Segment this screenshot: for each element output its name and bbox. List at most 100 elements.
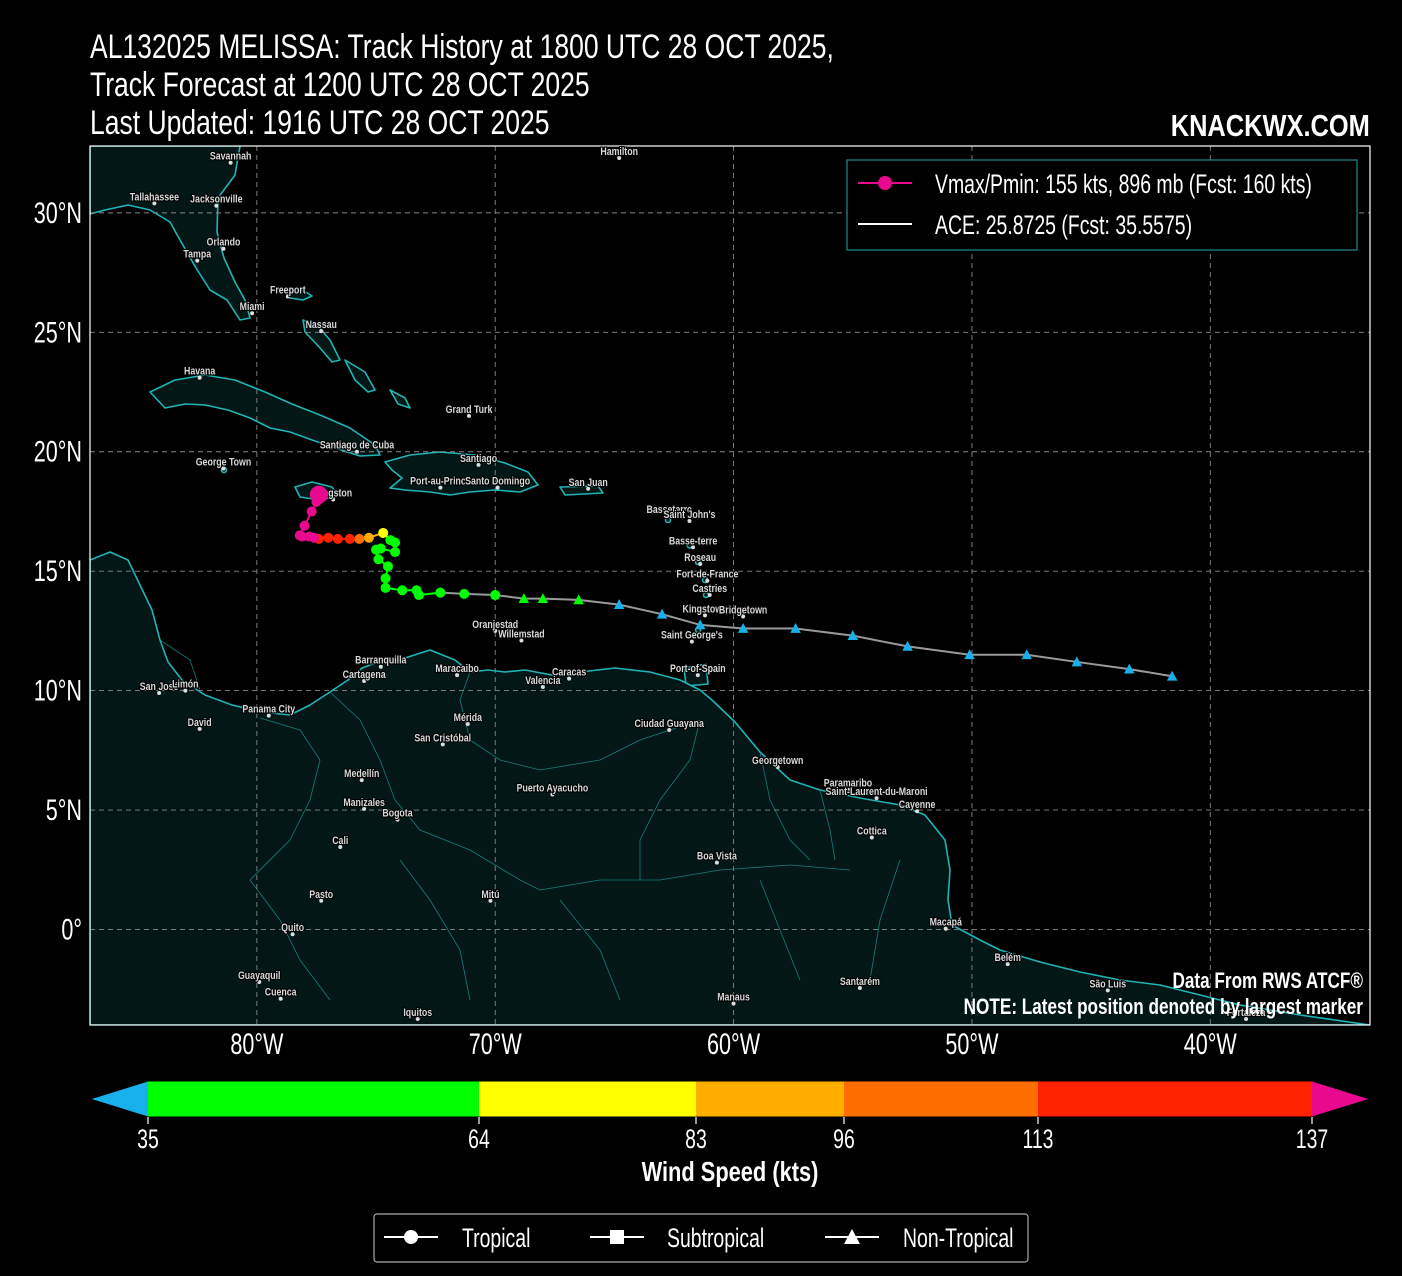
city-dot — [438, 485, 443, 490]
city-dot — [495, 485, 500, 490]
colorbar-tick-label: 83 — [685, 1124, 707, 1154]
city-label: Limón — [172, 679, 198, 691]
lat-tick-label: 30°N — [34, 195, 82, 229]
city-label: Quito — [281, 922, 304, 934]
history-point — [375, 543, 386, 554]
city-dot — [228, 160, 233, 165]
city-label: Santiago — [460, 453, 497, 465]
city-label: Cuenca — [265, 987, 297, 999]
colorbar-cat3 — [844, 1081, 1038, 1117]
colorbar-tick-label: 35 — [137, 1124, 159, 1154]
city-dot — [214, 203, 219, 208]
city-dot — [197, 726, 202, 731]
city-dot — [378, 664, 383, 669]
city-label: Roseau — [684, 552, 716, 564]
forecast-point — [737, 622, 749, 633]
lat-tick-label: 10°N — [34, 673, 82, 707]
city-label: Fortaleza — [1227, 1007, 1266, 1019]
tropical-legend-text: Tropical — [462, 1223, 530, 1253]
city-dot — [567, 676, 572, 681]
city-label: Georgetown — [752, 755, 803, 767]
city-label: Hamilton — [600, 146, 638, 158]
lon-tick-label: 40°W — [1184, 1026, 1237, 1060]
forecast-track-line — [440, 591, 1173, 678]
city-label: Basse-terre — [669, 535, 718, 547]
city-dot — [488, 898, 493, 903]
city-dot — [667, 514, 672, 519]
city-dot — [741, 614, 746, 619]
city-dot — [152, 201, 157, 206]
history-point — [385, 535, 396, 546]
city-dot — [440, 742, 445, 747]
history-point — [380, 573, 391, 584]
subtropical-square-icon — [610, 1230, 624, 1244]
city-dot — [915, 809, 920, 814]
city-dot — [250, 311, 255, 316]
city-dot — [278, 996, 283, 1001]
city-dot — [1105, 988, 1110, 993]
colorbar-tick-label: 137 — [1296, 1124, 1328, 1154]
city-label: Cali — [332, 835, 348, 847]
forecast-point — [613, 599, 625, 610]
city-label: Nassau — [306, 319, 337, 331]
subtropical-legend-text: Subtropical — [667, 1223, 764, 1253]
brand-logo-text: KNACKWX.COM — [1170, 108, 1370, 143]
land-south-america — [90, 551, 1370, 1025]
city-label: Jacksonville — [190, 194, 243, 206]
forecast-point — [964, 649, 975, 660]
history-point — [363, 532, 374, 543]
city-dot — [617, 155, 622, 160]
city-label: Maracaibo — [435, 663, 478, 675]
city-label: Tallahassee — [130, 191, 180, 203]
history-point — [380, 582, 391, 593]
city-label: Cayenne — [899, 799, 936, 811]
colorbar-cat2 — [696, 1081, 844, 1117]
city-label: Freeport — [270, 285, 306, 297]
city-dot — [943, 926, 948, 931]
city-dot — [157, 690, 162, 695]
city-label: Paramaribo — [824, 778, 872, 790]
forecast-point — [1166, 670, 1178, 681]
city-dot — [540, 685, 545, 690]
city-label: San Juan — [569, 477, 608, 489]
city-label: Manizales — [343, 797, 385, 809]
latest-position-marker — [309, 485, 328, 504]
land-puertorico — [559, 485, 604, 496]
city-label: Belém — [994, 952, 1021, 964]
city-label: Cartagena — [343, 669, 386, 681]
land-island-1 — [648, 506, 656, 514]
history-point — [306, 506, 317, 517]
city-label: Port-au-Prince — [410, 476, 471, 488]
city-dot — [183, 688, 188, 693]
city-label: George Town — [196, 457, 252, 469]
history-point — [332, 533, 343, 544]
city-label: Saint George's — [661, 630, 723, 642]
city-dot — [455, 673, 460, 678]
city-dot — [519, 638, 524, 643]
city-label: Santarém — [840, 976, 880, 988]
city-dot — [257, 980, 262, 985]
city-label: Havana — [184, 366, 216, 378]
lon-tick-label: 80°W — [230, 1026, 283, 1060]
land-bahamas-3 — [344, 359, 376, 393]
city-dot — [869, 835, 874, 840]
city-label: San Cristóbal — [414, 733, 471, 745]
colorbar-tick-label: 113 — [1023, 1124, 1054, 1154]
city-dot — [195, 258, 200, 263]
city-label: Pasto — [309, 889, 333, 901]
colorbar-tick-label: 64 — [468, 1124, 490, 1154]
history-point — [354, 533, 365, 544]
city-dot — [1005, 962, 1010, 967]
city-dot — [695, 673, 700, 678]
city-label: Savannah — [210, 151, 252, 163]
city-dot — [466, 413, 471, 418]
forecast-point — [847, 630, 858, 641]
city-dot — [707, 593, 712, 598]
colorbar-cat1 — [479, 1081, 696, 1117]
type-legend-box — [373, 1213, 1029, 1263]
lat-tick-label: 0° — [61, 912, 82, 946]
city-label: Boa Vista — [697, 851, 737, 863]
history-point — [382, 561, 393, 572]
city-label: Manaus — [717, 992, 750, 1004]
country-borders — [159, 639, 901, 1001]
